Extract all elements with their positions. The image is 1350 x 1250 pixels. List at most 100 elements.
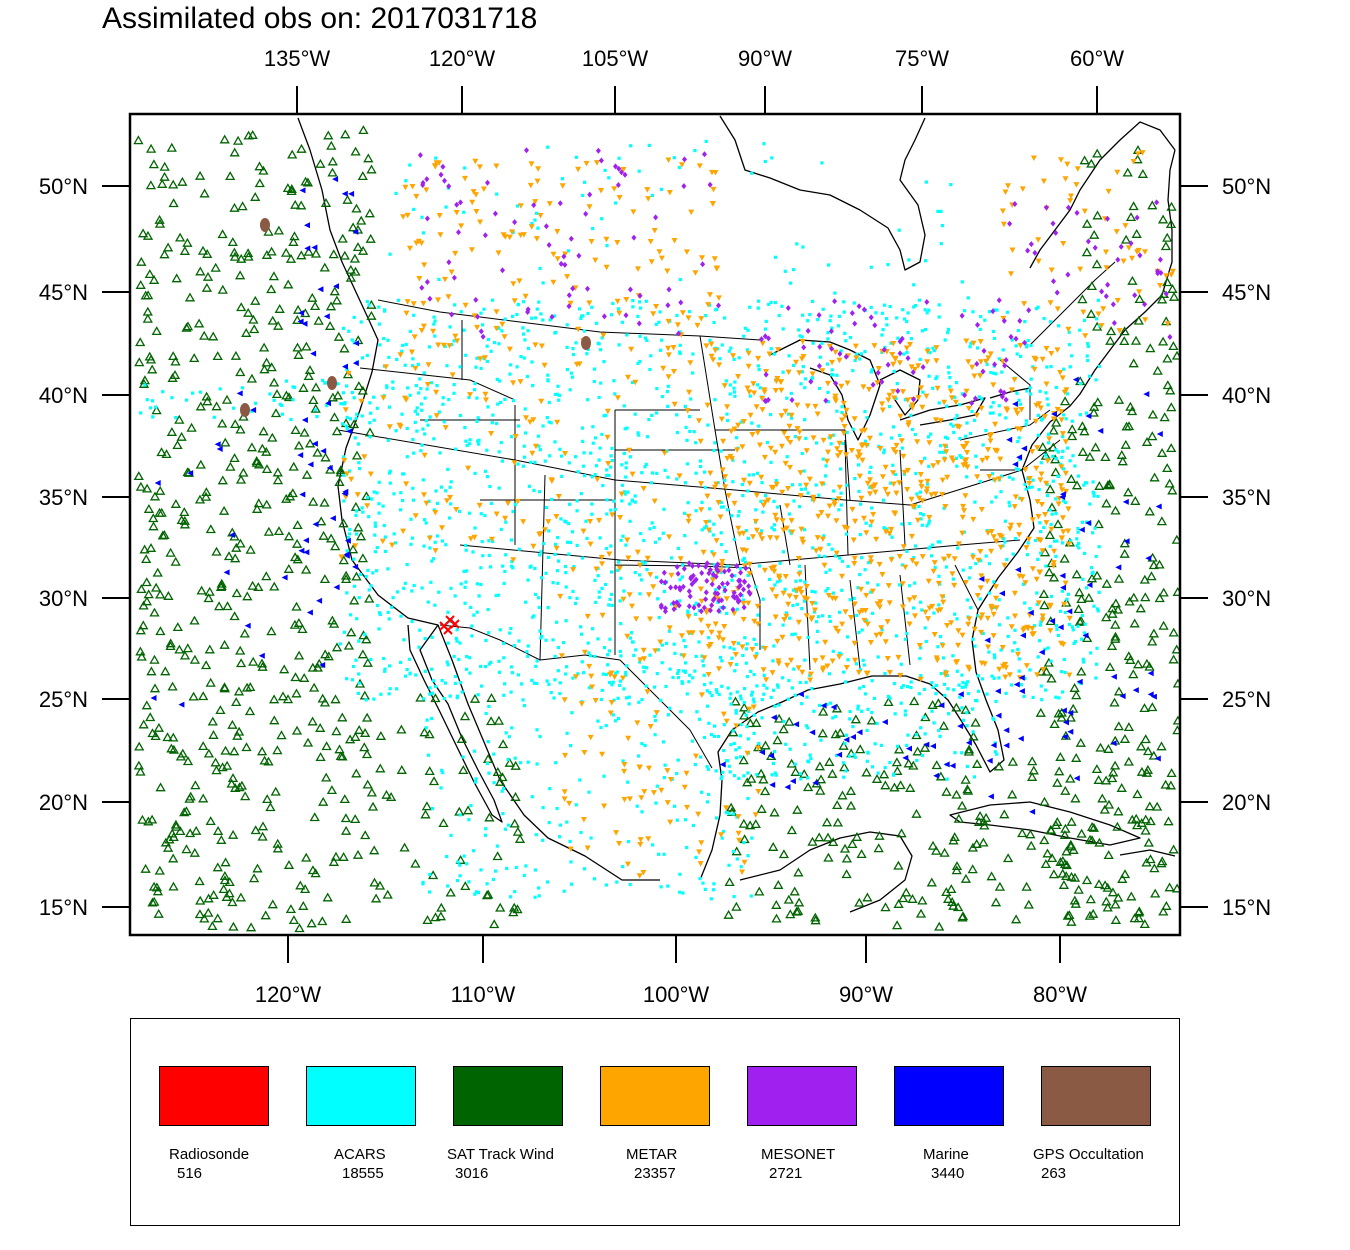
- acars-marker: [709, 681, 713, 685]
- acars-marker: [923, 456, 927, 460]
- acars-marker: [829, 314, 833, 318]
- acars-marker: [444, 205, 448, 209]
- acars-marker: [727, 863, 731, 867]
- acars-marker: [368, 421, 372, 425]
- metar-marker: [856, 473, 863, 480]
- acars-marker: [547, 529, 551, 533]
- metar-marker: [882, 464, 889, 471]
- metar-marker: [532, 342, 539, 348]
- acars-marker: [477, 594, 481, 598]
- metar-marker: [788, 657, 794, 664]
- metar-marker: [1062, 176, 1069, 182]
- sat-track-wind-marker: [227, 897, 238, 907]
- metar-marker: [800, 354, 807, 360]
- sat-track-wind-marker: [756, 803, 767, 813]
- sat-track-wind-marker: [1107, 603, 1118, 613]
- sat-track-wind-marker: [142, 313, 153, 323]
- metar-marker: [814, 535, 821, 541]
- mesonet-marker: [730, 606, 736, 613]
- acars-marker: [991, 472, 995, 476]
- sat-track-wind-marker: [1151, 801, 1163, 811]
- acars-marker: [903, 398, 907, 402]
- acars-marker: [653, 733, 657, 737]
- marine-marker: [995, 712, 1002, 719]
- acars-marker: [1023, 482, 1027, 487]
- mesonet-marker: [737, 582, 743, 589]
- metar-marker: [877, 599, 884, 605]
- acars-marker: [406, 386, 410, 390]
- sat-track-wind-marker: [266, 362, 277, 372]
- metar-marker: [786, 593, 793, 599]
- sat-track-wind-marker: [300, 176, 311, 186]
- metar-marker: [634, 720, 641, 726]
- sat-track-wind-marker: [174, 644, 185, 654]
- acars-marker: [624, 673, 628, 677]
- acars-marker: [830, 326, 834, 330]
- metar-marker: [907, 341, 913, 348]
- acars-marker: [837, 508, 841, 512]
- mesonet-marker: [833, 380, 839, 387]
- acars-marker: [960, 455, 964, 459]
- acars-marker: [745, 725, 749, 729]
- acars-marker: [509, 665, 514, 669]
- acars-marker: [1016, 440, 1020, 444]
- acars-marker: [729, 346, 733, 350]
- metar-marker: [698, 507, 705, 513]
- acars-marker: [599, 725, 603, 730]
- metar-marker: [933, 358, 940, 364]
- sat-track-wind-marker: [233, 686, 245, 696]
- marine-marker: [957, 691, 964, 698]
- metar-marker: [1055, 501, 1062, 507]
- acars-marker: [1075, 544, 1079, 548]
- legend-swatch: [453, 1066, 563, 1126]
- sat-track-wind-marker: [331, 426, 343, 436]
- acars-marker: [973, 500, 977, 504]
- acars-marker: [937, 315, 941, 319]
- metar-marker: [993, 584, 999, 590]
- acars-marker: [946, 687, 950, 691]
- acars-marker: [881, 328, 885, 332]
- acars-marker: [741, 653, 745, 658]
- acars-marker: [498, 379, 502, 383]
- acars-marker: [648, 653, 652, 657]
- acars-marker: [498, 628, 502, 632]
- metar-marker: [963, 440, 970, 447]
- metar-marker: [1050, 563, 1057, 569]
- acars-marker: [955, 464, 959, 468]
- acars-marker: [526, 578, 530, 582]
- acars-marker: [954, 456, 958, 460]
- sat-track-wind-marker: [170, 356, 181, 366]
- sat-track-wind-marker: [1136, 766, 1148, 776]
- sat-track-wind-marker: [240, 791, 251, 801]
- acars-marker: [650, 471, 655, 475]
- metar-marker: [650, 584, 657, 590]
- acars-marker: [618, 599, 622, 603]
- acars-marker: [378, 612, 382, 617]
- acars-marker: [865, 581, 870, 585]
- right-axis-label: 45°N: [1222, 280, 1271, 305]
- metar-marker: [446, 343, 453, 349]
- sat-track-wind-marker: [302, 177, 314, 187]
- acars-marker: [722, 316, 727, 320]
- acars-marker: [737, 776, 741, 780]
- acars-marker: [799, 487, 803, 491]
- acars-marker: [742, 841, 746, 845]
- acars-marker: [455, 639, 459, 643]
- sat-track-wind-marker: [253, 498, 264, 508]
- metar-marker: [647, 572, 654, 578]
- mesonet-marker: [456, 229, 461, 236]
- sat-track-wind-marker: [462, 805, 474, 815]
- acars-marker: [900, 685, 904, 690]
- acars-marker: [564, 585, 568, 589]
- mesonet-marker: [735, 598, 741, 605]
- metar-marker: [511, 298, 518, 304]
- metar-marker: [1000, 315, 1007, 322]
- acars-marker: [968, 566, 972, 570]
- metar-marker: [636, 764, 643, 771]
- mesonet-marker: [417, 152, 423, 159]
- acars-marker: [148, 406, 153, 410]
- acars-marker: [869, 370, 873, 374]
- acars-marker: [360, 356, 364, 360]
- acars-marker: [1024, 422, 1028, 426]
- sat-track-wind-marker: [1126, 406, 1138, 416]
